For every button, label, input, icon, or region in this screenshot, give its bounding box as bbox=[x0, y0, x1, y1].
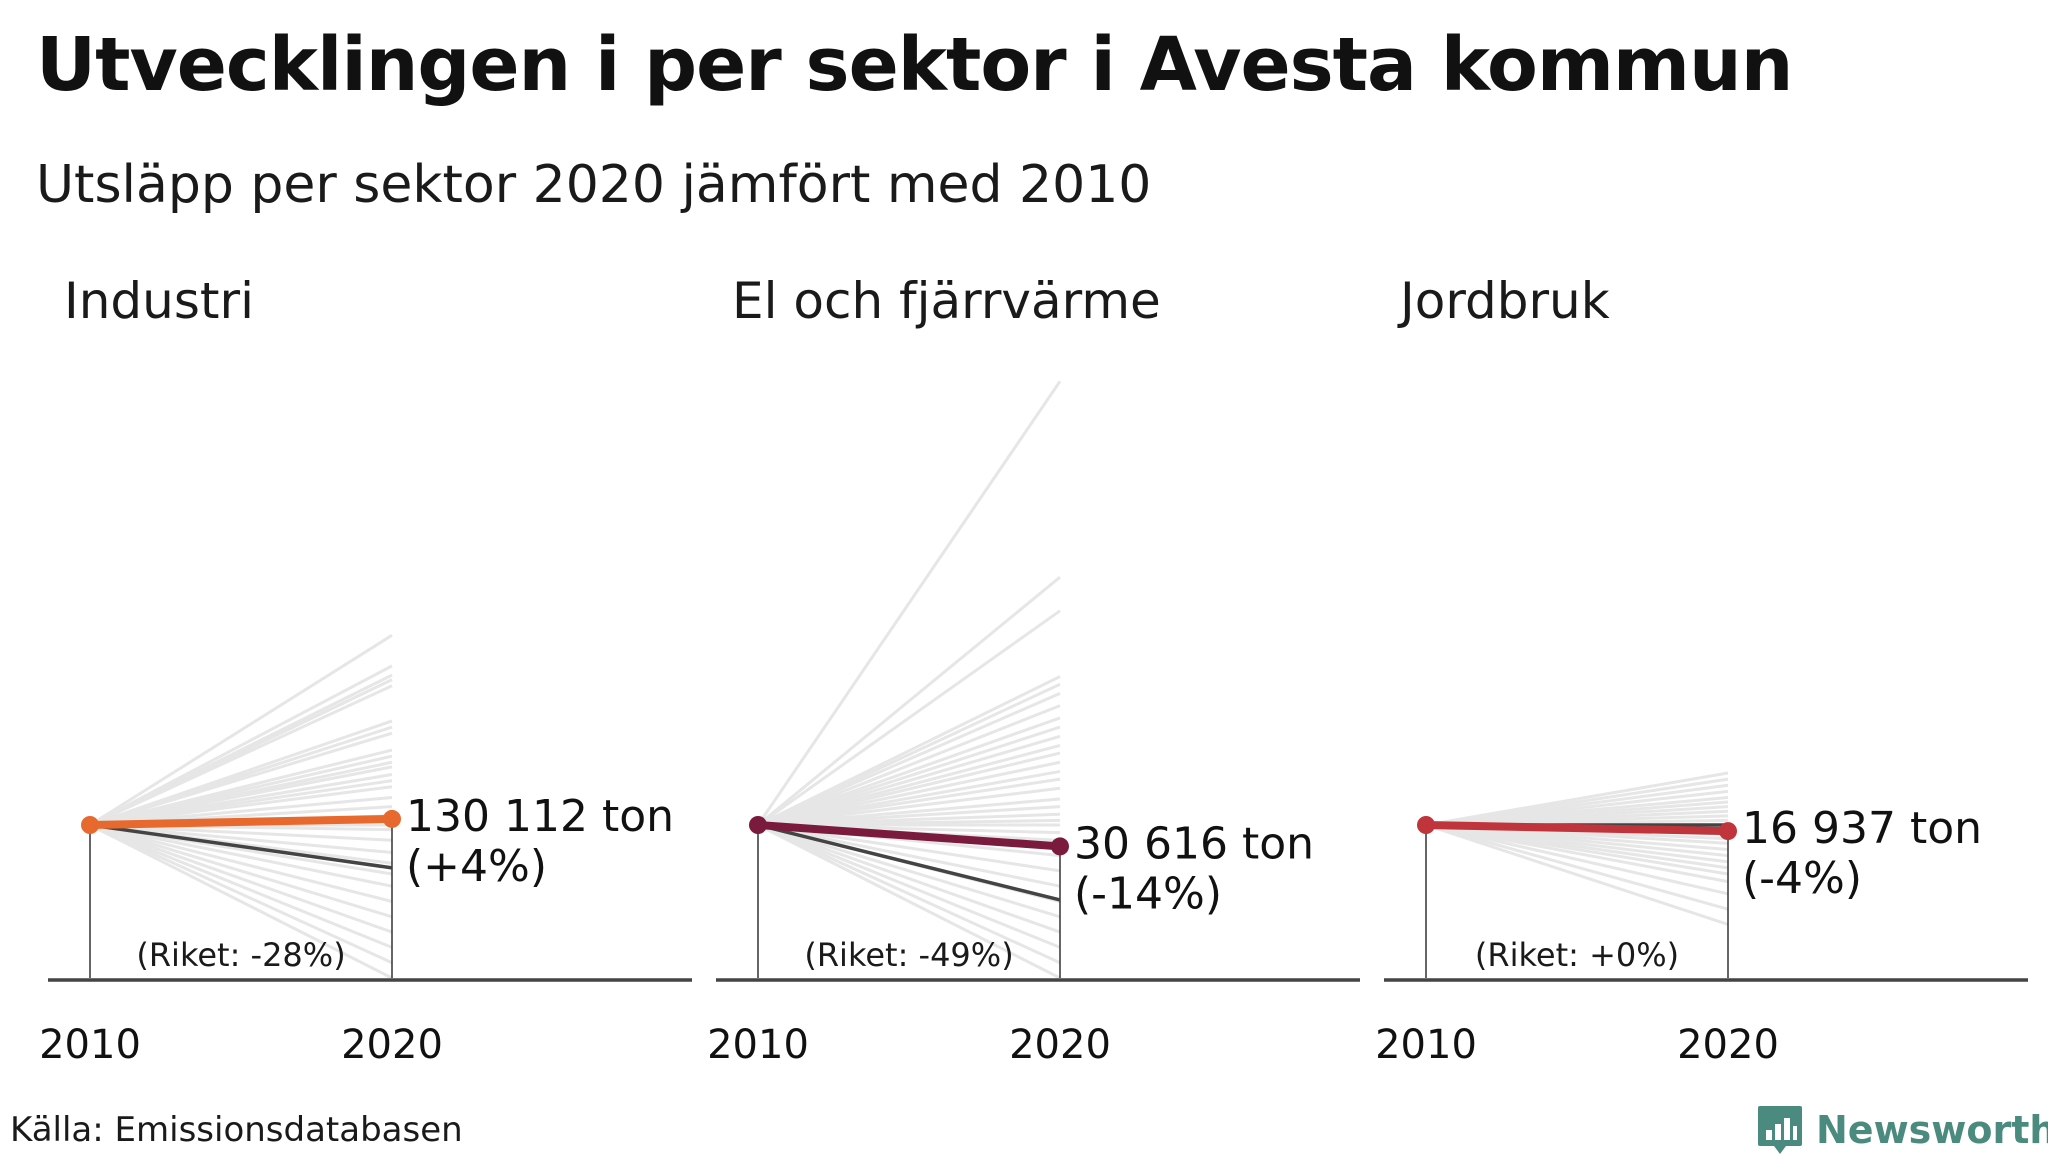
context-line bbox=[757, 609, 1061, 827]
context-line bbox=[756, 380, 1062, 826]
change-label: (+4%) bbox=[406, 841, 547, 892]
x-tick-label: 2010 bbox=[707, 1022, 809, 1068]
context-line bbox=[757, 823, 1061, 980]
highlight-point-2010 bbox=[81, 816, 99, 834]
highlight-line bbox=[86, 814, 396, 829]
context-line bbox=[757, 823, 1061, 873]
context-line bbox=[757, 704, 1061, 827]
chart-subtitle: Utsläpp per sektor 2020 jämfört med 2010 bbox=[36, 155, 1152, 215]
bar-chart-logo-icon bbox=[1758, 1106, 1802, 1154]
chart-panel-1: 30 616 ton(-14%) (Riket: -49%) 2010 2020 bbox=[707, 380, 1360, 1068]
context-line bbox=[89, 731, 393, 827]
chart-title: Utvecklingen i per sektor i Avesta kommu… bbox=[36, 22, 1793, 108]
national-line bbox=[757, 823, 1061, 902]
source-note: Källa: Emissionsdatabasen bbox=[10, 1110, 463, 1150]
context-line bbox=[757, 777, 1061, 827]
x-tick-label: 2010 bbox=[39, 1022, 141, 1068]
context-line bbox=[757, 823, 1061, 919]
context-line bbox=[89, 823, 393, 980]
brand: Newsworthy bbox=[1756, 1104, 2048, 1156]
context-line bbox=[1425, 823, 1729, 911]
highlight-point-2020 bbox=[1719, 822, 1737, 841]
context-line bbox=[89, 823, 393, 855]
national-label: (Riket: -49%) bbox=[804, 936, 1013, 974]
context-line bbox=[89, 823, 393, 949]
context-line bbox=[89, 823, 393, 934]
national-line bbox=[89, 823, 393, 870]
x-tick-label: 2020 bbox=[341, 1022, 443, 1068]
panel-title-jordbruk: Jordbruk bbox=[1400, 272, 1610, 330]
highlight-point-2020 bbox=[1051, 837, 1069, 856]
context-line bbox=[757, 823, 1061, 934]
context-line bbox=[757, 823, 1061, 888]
context-line bbox=[1425, 823, 1729, 926]
panel-title-el-och-fjarrvarme: El och fjärrvärme bbox=[732, 272, 1161, 330]
value-label: 130 112 ton bbox=[406, 791, 674, 842]
brand-name: Newsworthy bbox=[1816, 1108, 2048, 1152]
context-line bbox=[757, 760, 1061, 827]
highlight-point-2020 bbox=[383, 809, 401, 828]
context-line bbox=[89, 785, 393, 827]
context-line bbox=[89, 634, 393, 827]
panel-title-industri: Industri bbox=[64, 272, 254, 330]
x-tick-label: 2020 bbox=[1009, 1022, 1111, 1068]
context-line bbox=[757, 823, 1061, 965]
chart-panel-0: 130 112 ton(+4%) (Riket: -28%) 2010 2020 bbox=[39, 634, 692, 1068]
context-line bbox=[89, 823, 393, 965]
chart-panel-2: 16 937 ton(-4%) (Riket: +0%) 2010 2020 bbox=[1375, 771, 2028, 1068]
x-tick-label: 2010 bbox=[1375, 1022, 1477, 1068]
context-line bbox=[89, 823, 393, 919]
change-label: (-4%) bbox=[1742, 853, 1862, 904]
highlight-point-2010 bbox=[1417, 816, 1435, 834]
value-label: 16 937 ton bbox=[1742, 803, 1982, 854]
context-line bbox=[757, 575, 1061, 827]
context-line bbox=[89, 684, 393, 827]
x-tick-label: 2020 bbox=[1677, 1022, 1779, 1068]
national-label: (Riket: +0%) bbox=[1475, 936, 1679, 974]
value-label: 30 616 ton bbox=[1074, 818, 1314, 869]
highlight-line bbox=[1422, 821, 1732, 836]
change-label: (-14%) bbox=[1074, 868, 1222, 919]
highlight-point-2010 bbox=[749, 816, 767, 834]
highlight-line bbox=[754, 821, 1064, 851]
context-line bbox=[757, 692, 1061, 827]
context-line bbox=[757, 823, 1061, 949]
context-line bbox=[89, 823, 393, 888]
national-label: (Riket: -28%) bbox=[136, 936, 345, 974]
context-line bbox=[89, 823, 393, 903]
context-line bbox=[757, 786, 1061, 827]
context-line bbox=[1425, 823, 1729, 896]
context-line bbox=[1425, 823, 1729, 884]
